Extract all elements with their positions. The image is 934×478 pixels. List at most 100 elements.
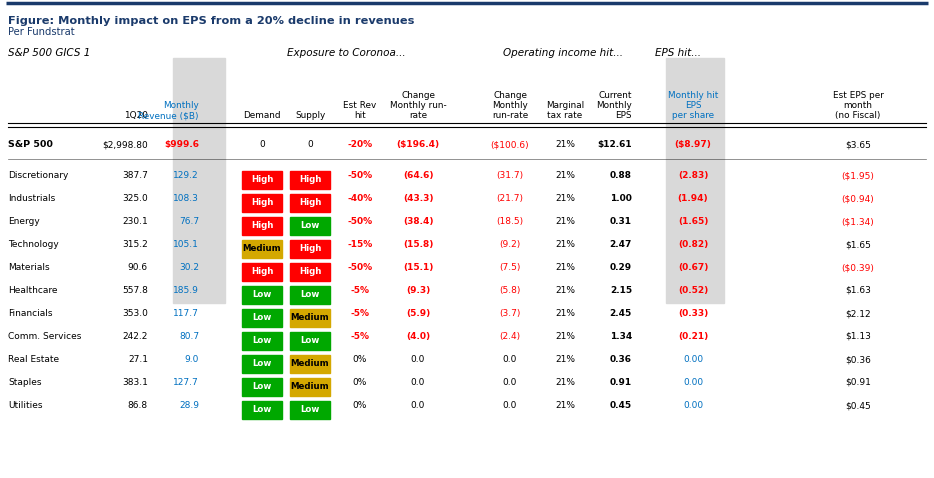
Text: (15.1): (15.1) [403, 263, 433, 272]
Bar [242, 262, 282, 281]
Bar [242, 355, 282, 372]
Text: 0%: 0% [353, 378, 367, 387]
Text: 0.00: 0.00 [683, 401, 703, 410]
Bar [290, 217, 330, 235]
Text: Industrials: Industrials [8, 194, 55, 203]
Text: 21%: 21% [555, 355, 575, 364]
Bar [290, 401, 330, 419]
Text: (2.4): (2.4) [500, 332, 520, 341]
Text: (7.5): (7.5) [500, 263, 520, 272]
Text: 105.1: 105.1 [173, 240, 199, 249]
Text: 0.0: 0.0 [502, 355, 517, 364]
Text: S&P 500: S&P 500 [8, 140, 53, 149]
Text: -5%: -5% [350, 309, 370, 318]
Text: 185.9: 185.9 [173, 286, 199, 295]
Text: (31.7): (31.7) [497, 171, 524, 180]
Text: Exposure to Coronoa...: Exposure to Coronoa... [287, 48, 405, 58]
Text: 0.0: 0.0 [411, 401, 425, 410]
Text: -50%: -50% [347, 217, 373, 226]
Text: Monthly: Monthly [492, 101, 528, 110]
Text: $1.13: $1.13 [845, 332, 870, 341]
Text: Materials: Materials [8, 263, 50, 272]
Text: (9.2): (9.2) [500, 240, 520, 249]
Text: 0.00: 0.00 [683, 355, 703, 364]
Text: $0.36: $0.36 [845, 355, 870, 364]
Text: Financials: Financials [8, 309, 52, 318]
Text: Monthly hit: Monthly hit [668, 91, 718, 100]
Text: 2.45: 2.45 [610, 309, 632, 318]
Text: tax rate: tax rate [547, 111, 583, 120]
Text: (15.8): (15.8) [403, 240, 433, 249]
Text: 325.0: 325.0 [122, 194, 148, 203]
Text: 21%: 21% [555, 309, 575, 318]
Text: -50%: -50% [347, 263, 373, 272]
Bar [290, 262, 330, 281]
Bar [290, 239, 330, 258]
Text: ($196.4): ($196.4) [396, 140, 440, 149]
Text: 21%: 21% [555, 286, 575, 295]
Text: (2.83): (2.83) [678, 171, 708, 180]
Bar [290, 285, 330, 304]
Text: Operating income hit...: Operating income hit... [503, 48, 623, 58]
Text: 0.36: 0.36 [610, 355, 632, 364]
Text: Real Estate: Real Estate [8, 355, 59, 364]
Text: 108.3: 108.3 [173, 194, 199, 203]
Text: 0.0: 0.0 [502, 378, 517, 387]
Text: 0.0: 0.0 [411, 378, 425, 387]
Text: 90.6: 90.6 [128, 263, 148, 272]
Text: 0.91: 0.91 [610, 378, 632, 387]
Text: (43.3): (43.3) [403, 194, 433, 203]
Text: Low: Low [301, 290, 319, 299]
Text: Figure: Monthly impact on EPS from a 20% decline in revenues: Figure: Monthly impact on EPS from a 20%… [8, 16, 415, 26]
Text: 557.8: 557.8 [122, 286, 148, 295]
Text: 353.0: 353.0 [122, 309, 148, 318]
Text: Energy: Energy [8, 217, 40, 226]
Text: Discretionary: Discretionary [8, 171, 68, 180]
Text: High: High [299, 267, 321, 276]
Text: ($8.97): ($8.97) [674, 140, 712, 149]
Bar [242, 308, 282, 326]
Text: (0.67): (0.67) [678, 263, 708, 272]
Bar [666, 58, 724, 303]
Text: High: High [251, 221, 273, 230]
Text: 27.1: 27.1 [128, 355, 148, 364]
Bar [242, 194, 282, 211]
Text: -15%: -15% [347, 240, 373, 249]
Text: $2,998.80: $2,998.80 [102, 140, 148, 149]
Text: (38.4): (38.4) [403, 217, 433, 226]
Text: -5%: -5% [350, 332, 370, 341]
Text: 315.2: 315.2 [122, 240, 148, 249]
Text: Technology: Technology [8, 240, 59, 249]
Text: (0.21): (0.21) [678, 332, 708, 341]
Text: 0.31: 0.31 [610, 217, 632, 226]
Text: Low: Low [252, 405, 272, 414]
Text: Change: Change [401, 91, 435, 100]
Text: Low: Low [301, 405, 319, 414]
Text: hit: hit [354, 111, 366, 120]
Text: (18.5): (18.5) [497, 217, 524, 226]
Text: 0.88: 0.88 [610, 171, 632, 180]
Text: 9.0: 9.0 [185, 355, 199, 364]
Text: 0.0: 0.0 [411, 355, 425, 364]
Text: 21%: 21% [555, 332, 575, 341]
Text: 21%: 21% [555, 171, 575, 180]
Text: 383.1: 383.1 [122, 378, 148, 387]
Text: Low: Low [301, 336, 319, 345]
Text: (4.0): (4.0) [406, 332, 430, 341]
Text: Medium: Medium [290, 382, 330, 391]
Bar [242, 217, 282, 235]
Text: Est Rev: Est Rev [344, 101, 376, 110]
Text: (5.8): (5.8) [500, 286, 520, 295]
Text: 86.8: 86.8 [128, 401, 148, 410]
Text: High: High [299, 198, 321, 207]
Text: Monthly: Monthly [163, 101, 199, 110]
Text: 117.7: 117.7 [173, 309, 199, 318]
Text: Marginal: Marginal [546, 101, 584, 110]
Bar [290, 378, 330, 395]
Text: 30.2: 30.2 [179, 263, 199, 272]
Text: 0.29: 0.29 [610, 263, 632, 272]
Text: $1.63: $1.63 [845, 286, 870, 295]
Text: (1.94): (1.94) [678, 194, 708, 203]
Bar [242, 171, 282, 188]
Bar [290, 194, 330, 211]
